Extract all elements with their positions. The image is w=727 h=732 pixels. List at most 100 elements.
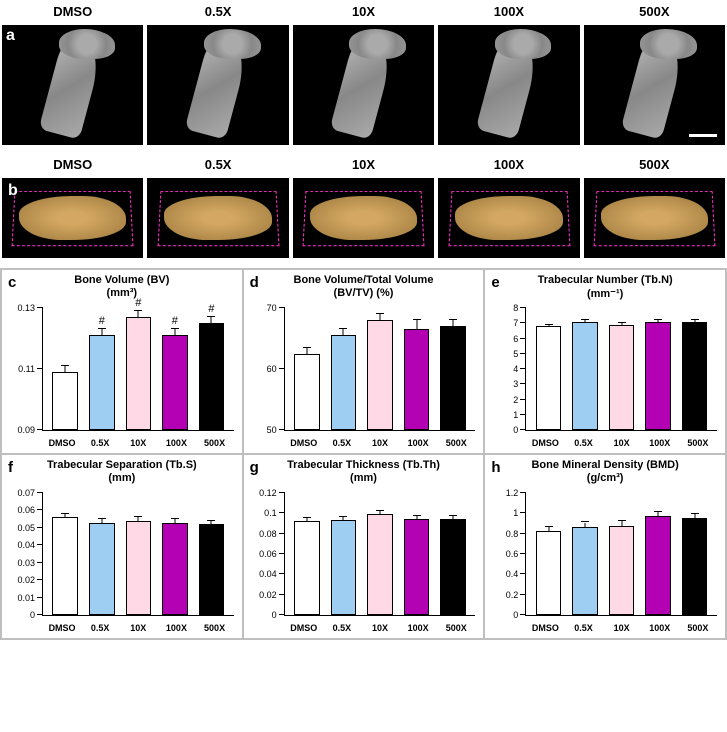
x-label: 10X (361, 438, 399, 448)
bar (89, 335, 115, 430)
error-bar (174, 519, 175, 522)
bar-100X (398, 308, 435, 430)
y-tick-label: 0.4 (506, 569, 519, 579)
x-label: 100X (157, 438, 195, 448)
label-a-4: 500X (584, 2, 725, 21)
bar (331, 520, 357, 615)
error-cap (303, 347, 311, 348)
error-cap (339, 328, 347, 329)
error-bar (453, 320, 454, 326)
micro-ct-panel (438, 25, 579, 145)
chart-letter: e (491, 274, 499, 291)
error-cap (207, 316, 215, 317)
bone-ct-image (438, 25, 579, 145)
bar-DMSO (530, 493, 567, 615)
bar-0.5X (325, 308, 362, 430)
bar (440, 519, 466, 615)
error-cap (207, 520, 215, 521)
y-tick-label: 1.2 (506, 488, 519, 498)
y-tick-label: 70 (267, 303, 277, 313)
error-bar (621, 521, 622, 525)
chart-unit: (g/cm³) (489, 472, 721, 484)
bar-DMSO (530, 308, 567, 430)
x-label: DMSO (43, 438, 81, 448)
bar-500X (435, 308, 472, 430)
bar-10X (120, 493, 157, 615)
error-bar (65, 366, 66, 372)
chart-c: cBone Volume (BV)(mm³)0.090.110.13####DM… (2, 270, 244, 455)
y-tick-label: 0.11 (18, 364, 35, 374)
bar (294, 354, 320, 430)
x-label: 0.5X (81, 438, 119, 448)
cond-label: 0.5X (147, 155, 288, 174)
chart-title: Trabecular Number (Tb.N) (489, 274, 721, 287)
bars-container (285, 308, 476, 430)
x-label: 500X (679, 623, 717, 633)
error-cap (581, 521, 589, 522)
x-label: 10X (603, 623, 641, 633)
chart-g: gTrabecular Thickness (Tb.Th)(mm)00.020.… (244, 455, 486, 640)
x-label: DMSO (285, 623, 323, 633)
trabecular-panel: b (2, 178, 143, 258)
y-tick-label: 0.02 (17, 575, 35, 585)
bar (404, 329, 430, 430)
x-label: 0.5X (564, 438, 602, 448)
cond-label: DMSO (2, 2, 143, 21)
chart-unit: (mm³) (6, 287, 238, 299)
bar-500X: # (193, 308, 230, 430)
x-labels: DMSO0.5X10X100X500X (43, 623, 234, 633)
error-bar (211, 317, 212, 323)
y-tick-label: 0.13 (17, 303, 35, 313)
error-bar (621, 323, 622, 325)
error-bar (343, 517, 344, 520)
bars-container (526, 308, 717, 430)
bar (162, 523, 188, 615)
bar-500X (676, 493, 713, 615)
x-label: 500X (679, 438, 717, 448)
bar-100X (640, 493, 677, 615)
error-cap (618, 520, 626, 521)
y-tick-label: 0.08 (259, 529, 277, 539)
row-a-images: a (0, 23, 727, 147)
bars-container (526, 493, 717, 615)
y-tick-label: 0.8 (506, 529, 519, 539)
cond-label: 100X (438, 2, 579, 21)
y-tick-label: 0 (513, 425, 518, 435)
bar-0.5X (567, 308, 604, 430)
error-bar (658, 512, 659, 516)
error-bar (174, 329, 175, 335)
error-cap (654, 319, 662, 320)
y-tick-label: 0 (513, 610, 518, 620)
trabecular-panel (584, 178, 725, 258)
bar (645, 322, 671, 430)
bar (367, 514, 393, 615)
x-label: 0.5X (323, 623, 361, 633)
x-label: 10X (119, 623, 157, 633)
error-cap (303, 517, 311, 518)
y-tick-label: 2 (513, 395, 518, 405)
y-tick-label: 0.1 (264, 508, 277, 518)
x-label: 10X (119, 438, 157, 448)
error-cap (545, 324, 553, 325)
label-b-2: 10X (293, 155, 434, 174)
bar (294, 521, 320, 615)
bone-ct-image (584, 25, 725, 145)
label-b-0: DMSO (2, 155, 143, 174)
error-bar (138, 517, 139, 520)
x-label: DMSO (43, 623, 81, 633)
bar (682, 518, 708, 615)
error-bar (379, 511, 380, 514)
error-cap (691, 513, 699, 514)
error-bar (694, 514, 695, 518)
error-cap (691, 319, 699, 320)
bars-container (43, 493, 234, 615)
x-labels: DMSO0.5X10X100X500X (526, 438, 717, 448)
trabecular-panel (293, 178, 434, 258)
bars-container (285, 493, 476, 615)
error-cap (545, 526, 553, 527)
bar (52, 372, 78, 430)
error-cap (413, 515, 421, 516)
error-bar (453, 516, 454, 519)
bar (572, 322, 598, 430)
error-cap (339, 516, 347, 517)
